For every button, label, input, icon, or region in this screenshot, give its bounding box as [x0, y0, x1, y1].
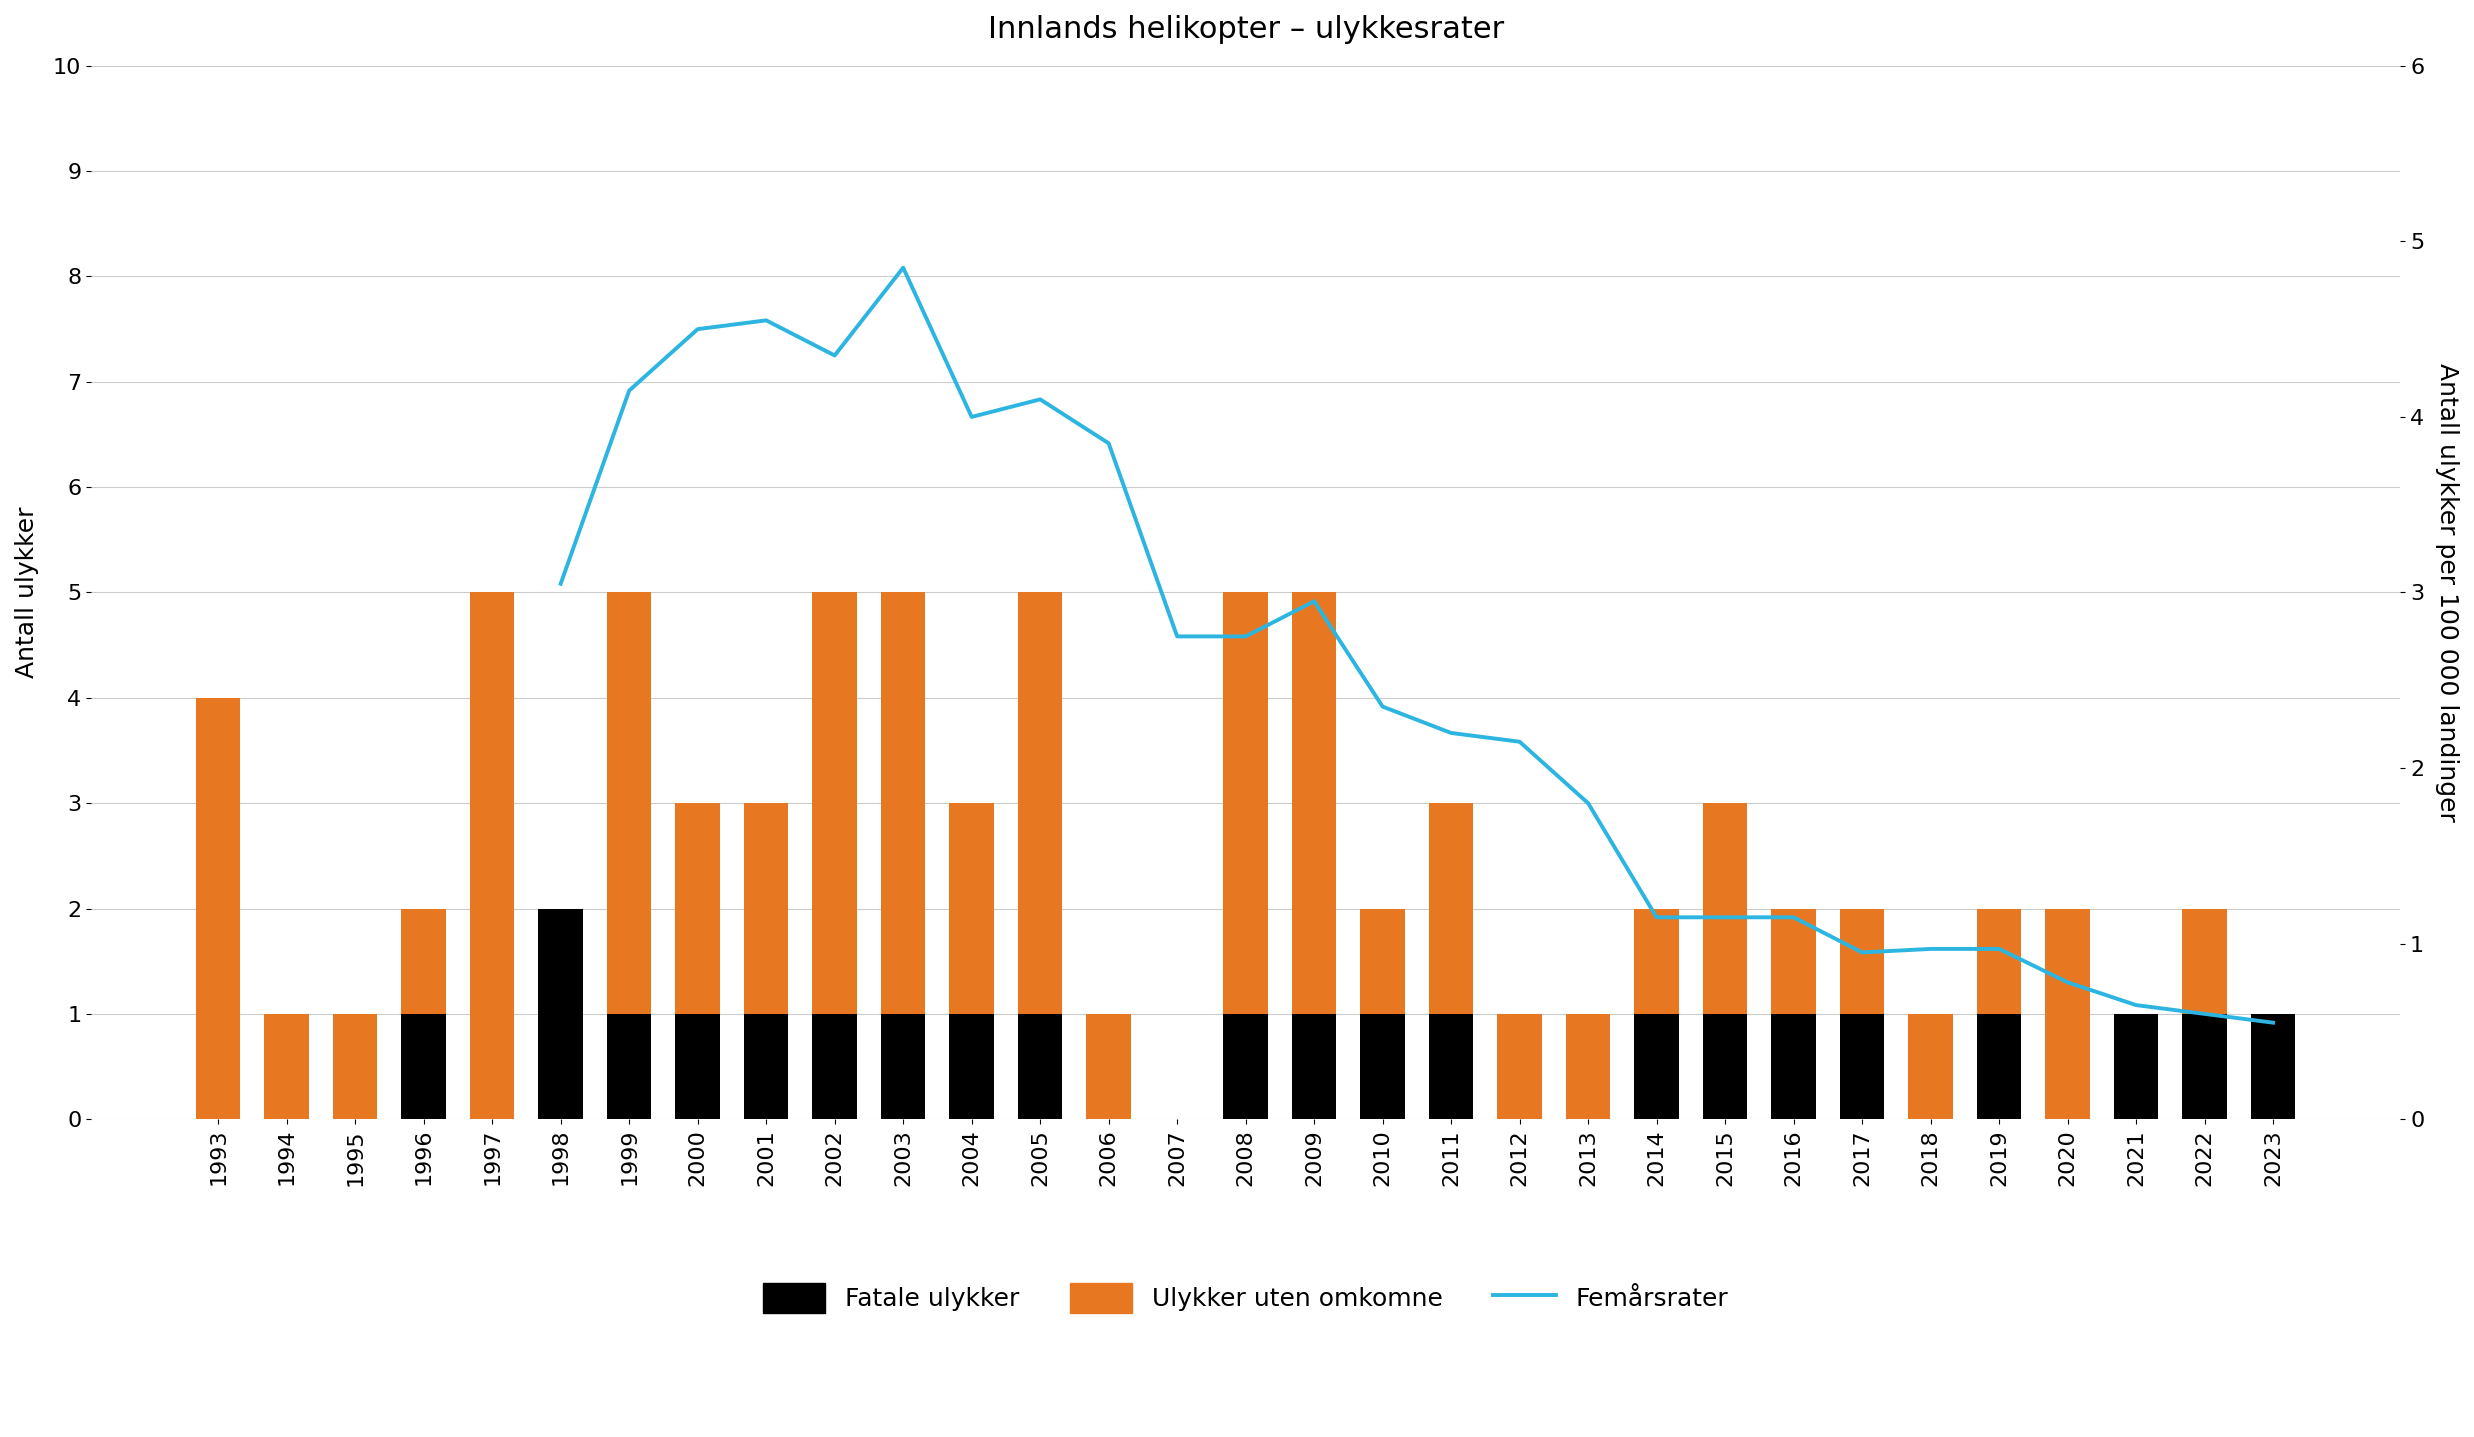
Bar [1291, 1015, 1336, 1119]
Bar [539, 908, 584, 1119]
Bar [1702, 803, 1747, 1015]
Legend: Fatale ulykker, Ulykker uten omkomne, Femårsrater: Fatale ulykker, Ulykker uten omkomne, Fe… [737, 1257, 1754, 1338]
Bar [1771, 908, 1816, 1015]
Bar [811, 1015, 856, 1119]
Bar [470, 592, 515, 1119]
Bar [1635, 908, 1680, 1015]
Bar [1771, 1015, 1816, 1119]
Bar [1017, 1015, 1061, 1119]
Bar [1086, 1015, 1131, 1119]
Bar [2046, 908, 2091, 1119]
Bar [1361, 1015, 1405, 1119]
Bar [2182, 908, 2227, 1015]
Bar [1222, 592, 1267, 1015]
Bar [1907, 1015, 1952, 1119]
Bar [1497, 1015, 1541, 1119]
Bar [745, 803, 789, 1015]
Bar [606, 592, 651, 1015]
Y-axis label: Antall ulykker: Antall ulykker [15, 507, 40, 678]
Bar [401, 908, 445, 1015]
Bar [606, 1015, 651, 1119]
Bar [2113, 1015, 2157, 1119]
Bar [675, 803, 720, 1015]
Y-axis label: Antall ulykker per 100 000 landinger: Antall ulykker per 100 000 landinger [2434, 364, 2459, 822]
Bar [265, 1015, 309, 1119]
Bar [881, 1015, 925, 1119]
Bar [950, 1015, 995, 1119]
Bar [334, 1015, 379, 1119]
Bar [1566, 1015, 1611, 1119]
Title: Innlands helikopter – ulykkesrater: Innlands helikopter – ulykkesrater [987, 14, 1504, 45]
Bar [881, 592, 925, 1015]
Bar [1635, 1015, 1680, 1119]
Bar [745, 1015, 789, 1119]
Bar [1977, 908, 2021, 1015]
Bar [2182, 1015, 2227, 1119]
Bar [1841, 1015, 1885, 1119]
Bar [950, 803, 995, 1015]
Bar [1841, 908, 1885, 1015]
Bar [1222, 1015, 1267, 1119]
Bar [1017, 592, 1061, 1015]
Bar [811, 592, 856, 1015]
Bar [1361, 908, 1405, 1015]
Bar [675, 1015, 720, 1119]
Bar [195, 698, 240, 1119]
Bar [401, 1015, 445, 1119]
Bar [1430, 803, 1475, 1015]
Bar [1430, 1015, 1475, 1119]
Bar [1977, 1015, 2021, 1119]
Bar [1702, 1015, 1747, 1119]
Bar [1291, 592, 1336, 1015]
Bar [2251, 1015, 2296, 1119]
